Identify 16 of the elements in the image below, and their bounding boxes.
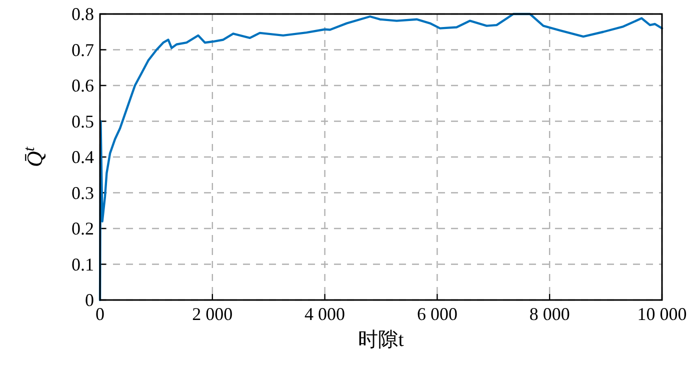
- x-axis-title: 时隙t: [358, 329, 404, 351]
- y-tick-label: 0.1: [72, 254, 94, 274]
- y-tick-label: 0.4: [72, 147, 94, 167]
- y-tick-label: 0: [85, 290, 94, 310]
- y-tick-label: 0.3: [72, 182, 94, 203]
- x-tick-label: 6 000: [416, 304, 458, 324]
- x-tick-label: 10 000: [637, 304, 687, 324]
- y-tick-label: 0.7: [72, 40, 94, 60]
- y-tick-label: 0.8: [72, 4, 94, 24]
- y-tick-label: 0.6: [72, 76, 94, 96]
- x-tick-label: 2 000: [192, 304, 233, 324]
- y-tick-label: 0.5: [72, 111, 94, 132]
- x-tick-label: 8 000: [529, 304, 570, 324]
- y-tick-label: 0.2: [72, 218, 94, 238]
- x-tick-label: 4 000: [304, 304, 346, 324]
- line-series: [98, 12, 664, 302]
